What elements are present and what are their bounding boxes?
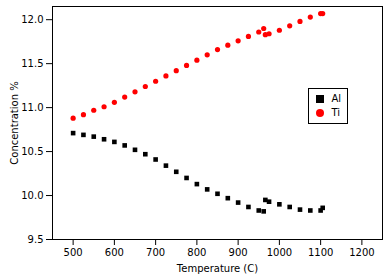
html-text:Al: Al <box>331 93 341 104</box>
svg-text:1000: 1000 <box>267 247 292 258</box>
svg-text:1100: 1100 <box>308 247 333 258</box>
svg-text:11.0: 11.0 <box>21 102 43 113</box>
html-text:Ti: Ti <box>331 107 340 118</box>
svg-text:800: 800 <box>187 247 206 258</box>
svg-text:9.5: 9.5 <box>28 234 44 245</box>
svg-text:500: 500 <box>64 247 83 258</box>
svg-text:700: 700 <box>146 247 165 258</box>
svg-text:600: 600 <box>105 247 124 258</box>
svg-text:900: 900 <box>229 247 248 258</box>
svg-text:10.0: 10.0 <box>21 190 43 201</box>
svg-text:1200: 1200 <box>349 247 374 258</box>
svg-text:Concentration %: Concentration % <box>9 81 20 164</box>
svg-text:Temperature (C): Temperature (C) <box>176 263 258 274</box>
svg-text:12.0: 12.0 <box>21 14 43 25</box>
svg-text:10.5: 10.5 <box>21 146 43 157</box>
svg-text:11.5: 11.5 <box>21 58 43 69</box>
